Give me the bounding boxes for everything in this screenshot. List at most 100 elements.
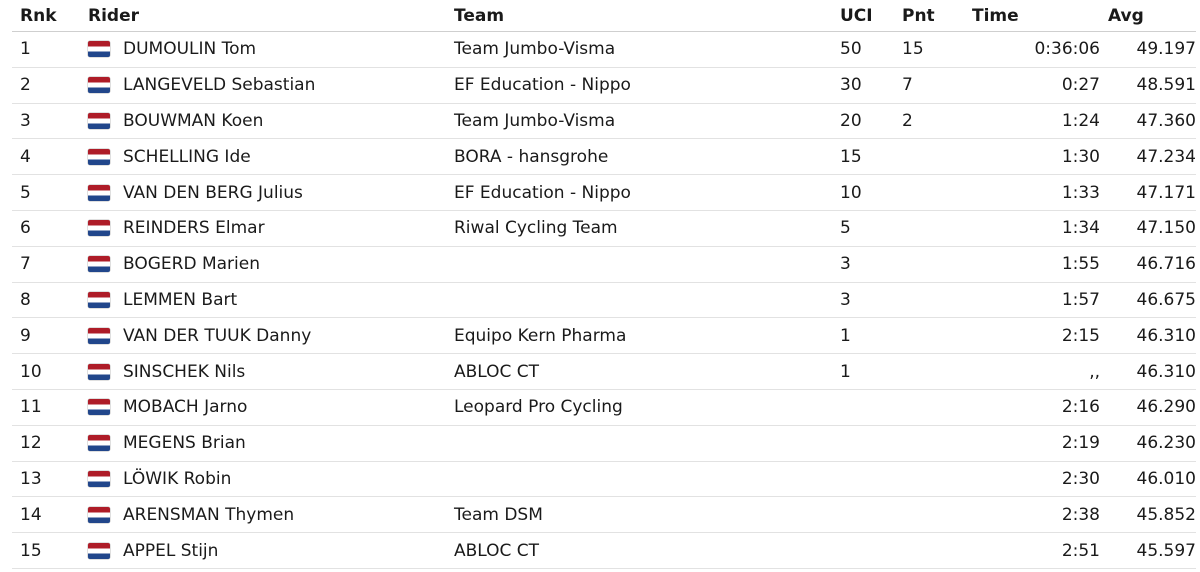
time-cell: 2:19 xyxy=(964,425,1100,462)
points-cell xyxy=(894,174,964,211)
points-cell xyxy=(894,282,964,319)
rider-cell: MEGENS Brian xyxy=(80,425,446,462)
table-row: 9 VAN DER TUUK Danny Equipo Kern Pharma 1 2:… xyxy=(12,317,1196,355)
time-cell: 1:34 xyxy=(964,210,1100,247)
rider-name-link[interactable]: LÖWIK Robin xyxy=(123,468,232,489)
header-team[interactable]: Team xyxy=(446,0,832,32)
points-cell: 7 xyxy=(894,67,964,104)
avg-speed-cell: 46.675 xyxy=(1100,282,1196,319)
header-rank[interactable]: Rnk xyxy=(12,0,80,32)
rider-name-link[interactable]: LANGEVELD Sebastian xyxy=(123,75,316,96)
uci-points-cell: 3 xyxy=(832,246,894,283)
team-name-link[interactable]: ABLOC CT xyxy=(446,532,832,569)
team-name-link[interactable]: Equipo Kern Pharma xyxy=(446,317,832,355)
rank-cell: 6 xyxy=(12,210,80,247)
rider-cell: LANGEVELD Sebastian xyxy=(80,67,446,104)
team-name-link[interactable]: Riwal Cycling Team xyxy=(446,210,832,247)
rider-name-link[interactable]: VAN DEN BERG Julius xyxy=(123,182,303,203)
uci-points-cell: 10 xyxy=(832,174,894,211)
table-row: 10 SINSCHEK Nils ABLOC CT 1,, 46.310 xyxy=(12,353,1196,390)
rider-cell: LEMMEN Bart xyxy=(80,282,446,319)
team-name-link[interactable] xyxy=(446,246,832,283)
uci-points-cell: 50 xyxy=(832,31,894,68)
rank-cell: 14 xyxy=(12,496,80,534)
netherlands-flag-icon xyxy=(88,41,110,58)
rider-cell: BOGERD Marien xyxy=(80,246,446,283)
avg-speed-cell: 46.010 xyxy=(1100,461,1196,498)
points-cell: 2 xyxy=(894,103,964,140)
team-name-link[interactable]: Team Jumbo-Visma xyxy=(446,103,832,140)
header-uci[interactable]: UCI xyxy=(832,0,894,32)
uci-points-cell: 15 xyxy=(832,138,894,176)
rank-cell: 13 xyxy=(12,461,80,498)
team-name-link[interactable]: ABLOC CT xyxy=(446,353,832,390)
time-cell: 2:38 xyxy=(964,496,1100,534)
team-name-link[interactable]: Team Jumbo-Visma xyxy=(446,31,832,68)
header-row: Rnk Rider Team UCI Pnt Time Avg xyxy=(12,0,1196,32)
netherlands-flag-icon xyxy=(88,77,110,94)
rider-name-link[interactable]: REINDERS Elmar xyxy=(123,218,265,239)
points-cell xyxy=(894,461,964,498)
rider-name-link[interactable]: ARENSMAN Thymen xyxy=(123,504,295,525)
table-row: 1 DUMOULIN Tom Team Jumbo-Visma 50 15 0:36:06… xyxy=(12,31,1196,68)
uci-points-cell xyxy=(832,532,894,569)
uci-points-cell: 30 xyxy=(832,67,894,104)
rider-cell: SINSCHEK Nils xyxy=(80,353,446,390)
header-avg[interactable]: Avg xyxy=(1100,0,1196,32)
rank-cell: 2 xyxy=(12,67,80,104)
netherlands-flag-icon xyxy=(88,506,110,523)
avg-speed-cell: 49.197 xyxy=(1100,31,1196,68)
header-points[interactable]: Pnt xyxy=(894,0,964,32)
rider-name-link[interactable]: SCHELLING Ide xyxy=(123,146,251,167)
uci-points-cell: 3 xyxy=(832,282,894,319)
rank-cell: 1 xyxy=(12,31,80,68)
uci-points-cell: 1 xyxy=(832,353,894,390)
uci-points-cell: 1 xyxy=(832,317,894,355)
points-cell xyxy=(894,389,964,426)
header-rider[interactable]: Rider xyxy=(80,0,446,32)
header-time[interactable]: Time xyxy=(964,0,1100,32)
avg-speed-cell: 46.310 xyxy=(1100,353,1196,390)
avg-speed-cell: 46.290 xyxy=(1100,389,1196,426)
team-name-link[interactable]: Team DSM xyxy=(446,496,832,534)
netherlands-flag-icon xyxy=(88,327,110,344)
rank-cell: 11 xyxy=(12,389,80,426)
rider-name-link[interactable]: MOBACH Jarno xyxy=(123,397,248,418)
rider-name-link[interactable]: MEGENS Brian xyxy=(123,433,246,454)
points-cell xyxy=(894,138,964,176)
points-cell xyxy=(894,210,964,247)
points-cell xyxy=(894,496,964,534)
netherlands-flag-icon xyxy=(88,542,110,559)
uci-points-cell xyxy=(832,389,894,426)
time-cell: ,, xyxy=(964,353,1100,390)
rider-name-link[interactable]: APPEL Stijn xyxy=(123,540,219,561)
team-name-link[interactable]: EF Education - Nippo xyxy=(446,67,832,104)
time-cell: 1:55 xyxy=(964,246,1100,283)
rider-name-link[interactable]: BOUWMAN Koen xyxy=(123,110,264,131)
team-name-link[interactable]: BORA - hansgrohe xyxy=(446,138,832,176)
rank-cell: 8 xyxy=(12,282,80,319)
team-name-link[interactable]: Leopard Pro Cycling xyxy=(446,389,832,426)
rider-name-link[interactable]: SINSCHEK Nils xyxy=(123,361,246,382)
uci-points-cell: 20 xyxy=(832,103,894,140)
team-name-link[interactable]: EF Education - Nippo xyxy=(446,174,832,211)
rider-cell: LÖWIK Robin xyxy=(80,461,446,498)
rider-name-link[interactable]: DUMOULIN Tom xyxy=(123,39,257,60)
points-cell xyxy=(894,246,964,283)
netherlands-flag-icon xyxy=(88,184,110,201)
uci-points-cell: 5 xyxy=(832,210,894,247)
team-name-link[interactable] xyxy=(446,425,832,462)
avg-speed-cell: 47.171 xyxy=(1100,174,1196,211)
rider-cell: VAN DER TUUK Danny xyxy=(80,317,446,355)
rider-name-link[interactable]: LEMMEN Bart xyxy=(123,289,238,310)
rider-name-link[interactable]: BOGERD Marien xyxy=(123,254,260,275)
avg-speed-cell: 47.150 xyxy=(1100,210,1196,247)
rider-cell: DUMOULIN Tom xyxy=(80,31,446,68)
team-name-link[interactable] xyxy=(446,282,832,319)
team-name-link[interactable] xyxy=(446,461,832,498)
rider-cell: SCHELLING Ide xyxy=(80,138,446,176)
rank-cell: 12 xyxy=(12,425,80,462)
rider-cell: MOBACH Jarno xyxy=(80,389,446,426)
rider-name-link[interactable]: VAN DER TUUK Danny xyxy=(123,325,312,346)
table-row: 13 LÖWIK Robin 2:30 46.010 xyxy=(12,461,1196,498)
